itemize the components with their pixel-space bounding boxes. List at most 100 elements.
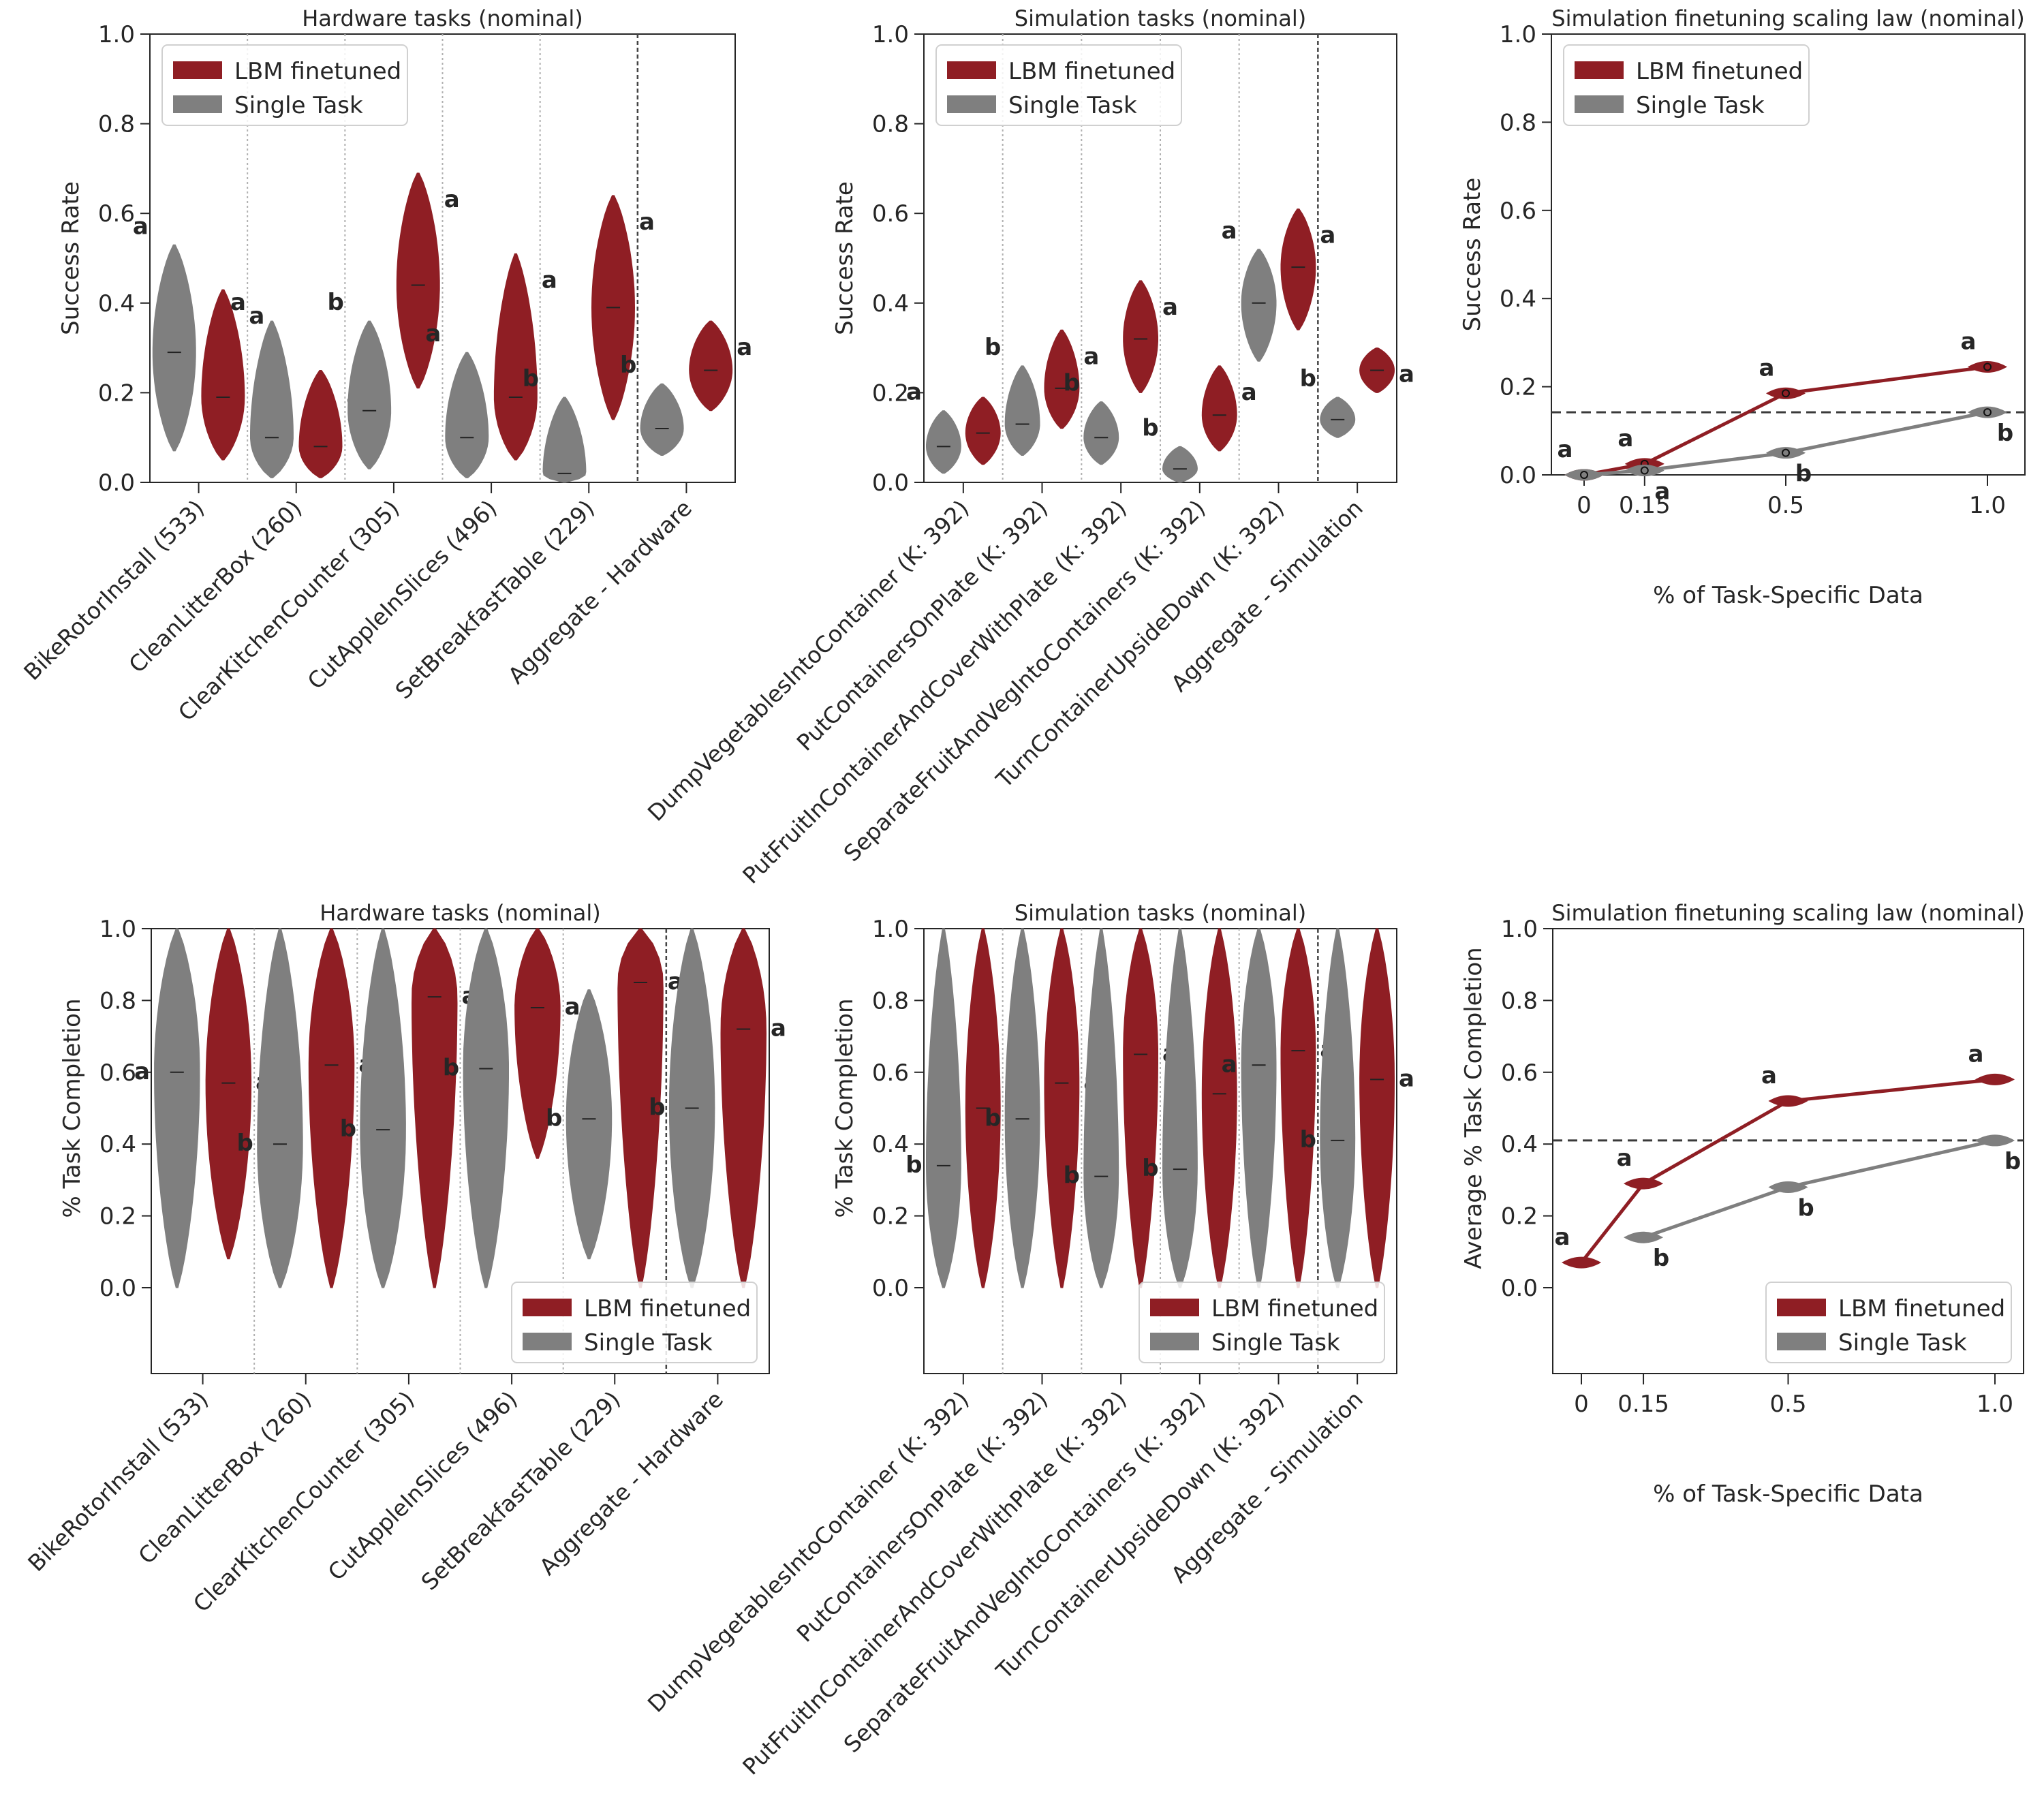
violin-single bbox=[1004, 365, 1040, 456]
legend-swatch-lbm bbox=[1777, 1299, 1826, 1316]
y-axis-label: Success Rate bbox=[1459, 178, 1486, 332]
significance-letter-single: b bbox=[443, 1055, 459, 1082]
violin-lbm bbox=[493, 253, 538, 461]
x-tick-label: 0.5 bbox=[1769, 1391, 1806, 1418]
point-violin-single bbox=[1624, 1231, 1664, 1243]
y-tick-label: 1.0 bbox=[1500, 21, 1536, 48]
y-axis-label: % Task Completion bbox=[59, 998, 86, 1218]
y-tick-label: 1.0 bbox=[98, 21, 135, 48]
violin-single bbox=[1004, 928, 1040, 1288]
significance-letter-single: b bbox=[340, 1115, 356, 1143]
legend-swatch-single bbox=[173, 95, 222, 113]
legend-label-single: Single Task bbox=[584, 1329, 713, 1357]
x-tick-label: TurnContainerUpsideDown (K: 392) bbox=[991, 495, 1289, 793]
point-violin-single bbox=[1564, 469, 1605, 481]
significance-letter-single: a bbox=[906, 379, 922, 406]
significance-letter-single: a bbox=[133, 213, 149, 240]
violin-lbm bbox=[308, 928, 355, 1288]
panel-2: Simulation finetuning scaling law (nomin… bbox=[1459, 5, 2026, 609]
significance-letter-single: b bbox=[1997, 420, 2013, 447]
x-tick-label: SetBreakfastTable (229) bbox=[416, 1386, 625, 1595]
violin-lbm bbox=[514, 928, 561, 1159]
legend-label-lbm: LBM finetuned bbox=[1636, 58, 1803, 85]
y-tick-label: 0.0 bbox=[98, 469, 135, 497]
violin-single bbox=[347, 320, 392, 469]
violin-single bbox=[1320, 397, 1356, 438]
y-axis-label: Success Rate bbox=[57, 181, 84, 335]
legend-label-lbm: LBM finetuned bbox=[1008, 58, 1175, 85]
significance-letter-single: b bbox=[649, 1094, 665, 1121]
y-tick-label: 0.2 bbox=[1500, 374, 1536, 401]
significance-letter-lbm: a bbox=[1617, 425, 1633, 452]
violin-lbm bbox=[1044, 329, 1080, 429]
y-tick-label: 0.8 bbox=[1501, 987, 1538, 1014]
x-tick-label: 1.0 bbox=[1969, 492, 2006, 519]
significance-letter-single: b bbox=[237, 1130, 253, 1157]
y-tick-label: 0.8 bbox=[1500, 109, 1536, 136]
legend-label-lbm: LBM finetuned bbox=[1211, 1295, 1378, 1322]
legend-swatch-single bbox=[1150, 1333, 1199, 1350]
point-marker-lbm bbox=[1983, 362, 1992, 371]
significance-letter-single: b bbox=[1300, 1126, 1316, 1153]
significance-letter-single: b bbox=[985, 1104, 1001, 1132]
violin-single bbox=[360, 928, 406, 1288]
legend: LBM finetuned Single Task bbox=[1139, 1282, 1385, 1363]
x-tick-label: CutAppleInSlices (496) bbox=[303, 495, 502, 694]
significance-letter-lbm: a bbox=[444, 186, 460, 213]
x-tick-label: 0 bbox=[1574, 1391, 1589, 1418]
violin-lbm bbox=[617, 928, 664, 1288]
significance-letter-lbm: a bbox=[1555, 1224, 1570, 1251]
significance-letter-single: b bbox=[1064, 370, 1080, 397]
significance-letter-lbm: a bbox=[639, 208, 655, 236]
x-tick-label: Aggregate - Hardware bbox=[503, 495, 697, 689]
x-tick-label: Aggregate - Hardware bbox=[534, 1386, 728, 1580]
legend-swatch-single bbox=[1777, 1333, 1826, 1350]
panel-1: Simulation tasks (nominal) 0.0 0.2 0.4 0.6 0.… bbox=[642, 5, 1414, 889]
point-violin-lbm bbox=[1768, 1095, 1808, 1107]
significance-letter-lbm: a bbox=[1617, 1145, 1632, 1172]
y-tick-label: 0.2 bbox=[99, 1203, 136, 1230]
y-tick-label: 0.6 bbox=[1500, 198, 1536, 225]
x-tick-label: 1.0 bbox=[1977, 1391, 2013, 1418]
x-tick-label: 0.15 bbox=[1619, 492, 1671, 519]
violin-single bbox=[542, 397, 587, 483]
y-tick-label: 0.4 bbox=[872, 290, 909, 317]
violin-single bbox=[926, 928, 961, 1288]
y-tick-label: 0.0 bbox=[872, 469, 909, 497]
y-tick-label: 0.2 bbox=[1501, 1203, 1538, 1230]
violin-lbm bbox=[298, 370, 343, 478]
series-line-lbm bbox=[1583, 365, 1988, 477]
y-tick-label: 1.0 bbox=[99, 916, 136, 943]
y-tick-label: 0.0 bbox=[872, 1275, 909, 1302]
y-tick-label: 0.0 bbox=[1501, 1275, 1538, 1302]
point-marker-single bbox=[1580, 471, 1588, 479]
series-line-single bbox=[1583, 410, 1988, 477]
legend-swatch-lbm bbox=[1575, 61, 1624, 79]
chart-title: Simulation finetuning scaling law (nomin… bbox=[1551, 5, 2024, 31]
significance-letter-lbm: a bbox=[1399, 361, 1414, 388]
significance-letter-lbm: a bbox=[1761, 1062, 1777, 1089]
significance-letter-single: a bbox=[1222, 217, 1237, 245]
legend-swatch-lbm bbox=[173, 61, 222, 79]
legend-label-single: Single Task bbox=[1636, 92, 1765, 119]
significance-letter-single: b bbox=[985, 334, 1001, 361]
violin-lbm bbox=[411, 928, 458, 1288]
legend-box bbox=[935, 44, 1182, 126]
significance-letter-single: b bbox=[327, 289, 343, 316]
x-tick-label: 0.15 bbox=[1617, 1391, 1669, 1418]
x-tick-label: CleanLitterBox (260) bbox=[123, 495, 307, 678]
y-tick-label: 0.4 bbox=[98, 290, 135, 317]
x-tick-label: SeparateFruitAndVegIntoContainers (K: 39… bbox=[839, 495, 1211, 867]
significance-letter-lbm: a bbox=[249, 303, 264, 330]
legend-box bbox=[1563, 44, 1810, 126]
violin-single bbox=[640, 383, 684, 456]
violin-lbm bbox=[689, 320, 733, 412]
x-tick-label: CutAppleInSlices (496) bbox=[323, 1386, 523, 1585]
y-axis-label: Average % Task Completion bbox=[1460, 947, 1487, 1269]
violin-lbm bbox=[1280, 208, 1316, 330]
violin-single bbox=[257, 928, 303, 1288]
x-tick-label: 0.5 bbox=[1767, 492, 1804, 519]
legend-box bbox=[1765, 1282, 2012, 1363]
significance-letter-single: a bbox=[1222, 1051, 1237, 1078]
panel-0: Hardware tasks (nominal) 0.0 0.2 0.4 0.6 0.8 1… bbox=[18, 5, 752, 726]
